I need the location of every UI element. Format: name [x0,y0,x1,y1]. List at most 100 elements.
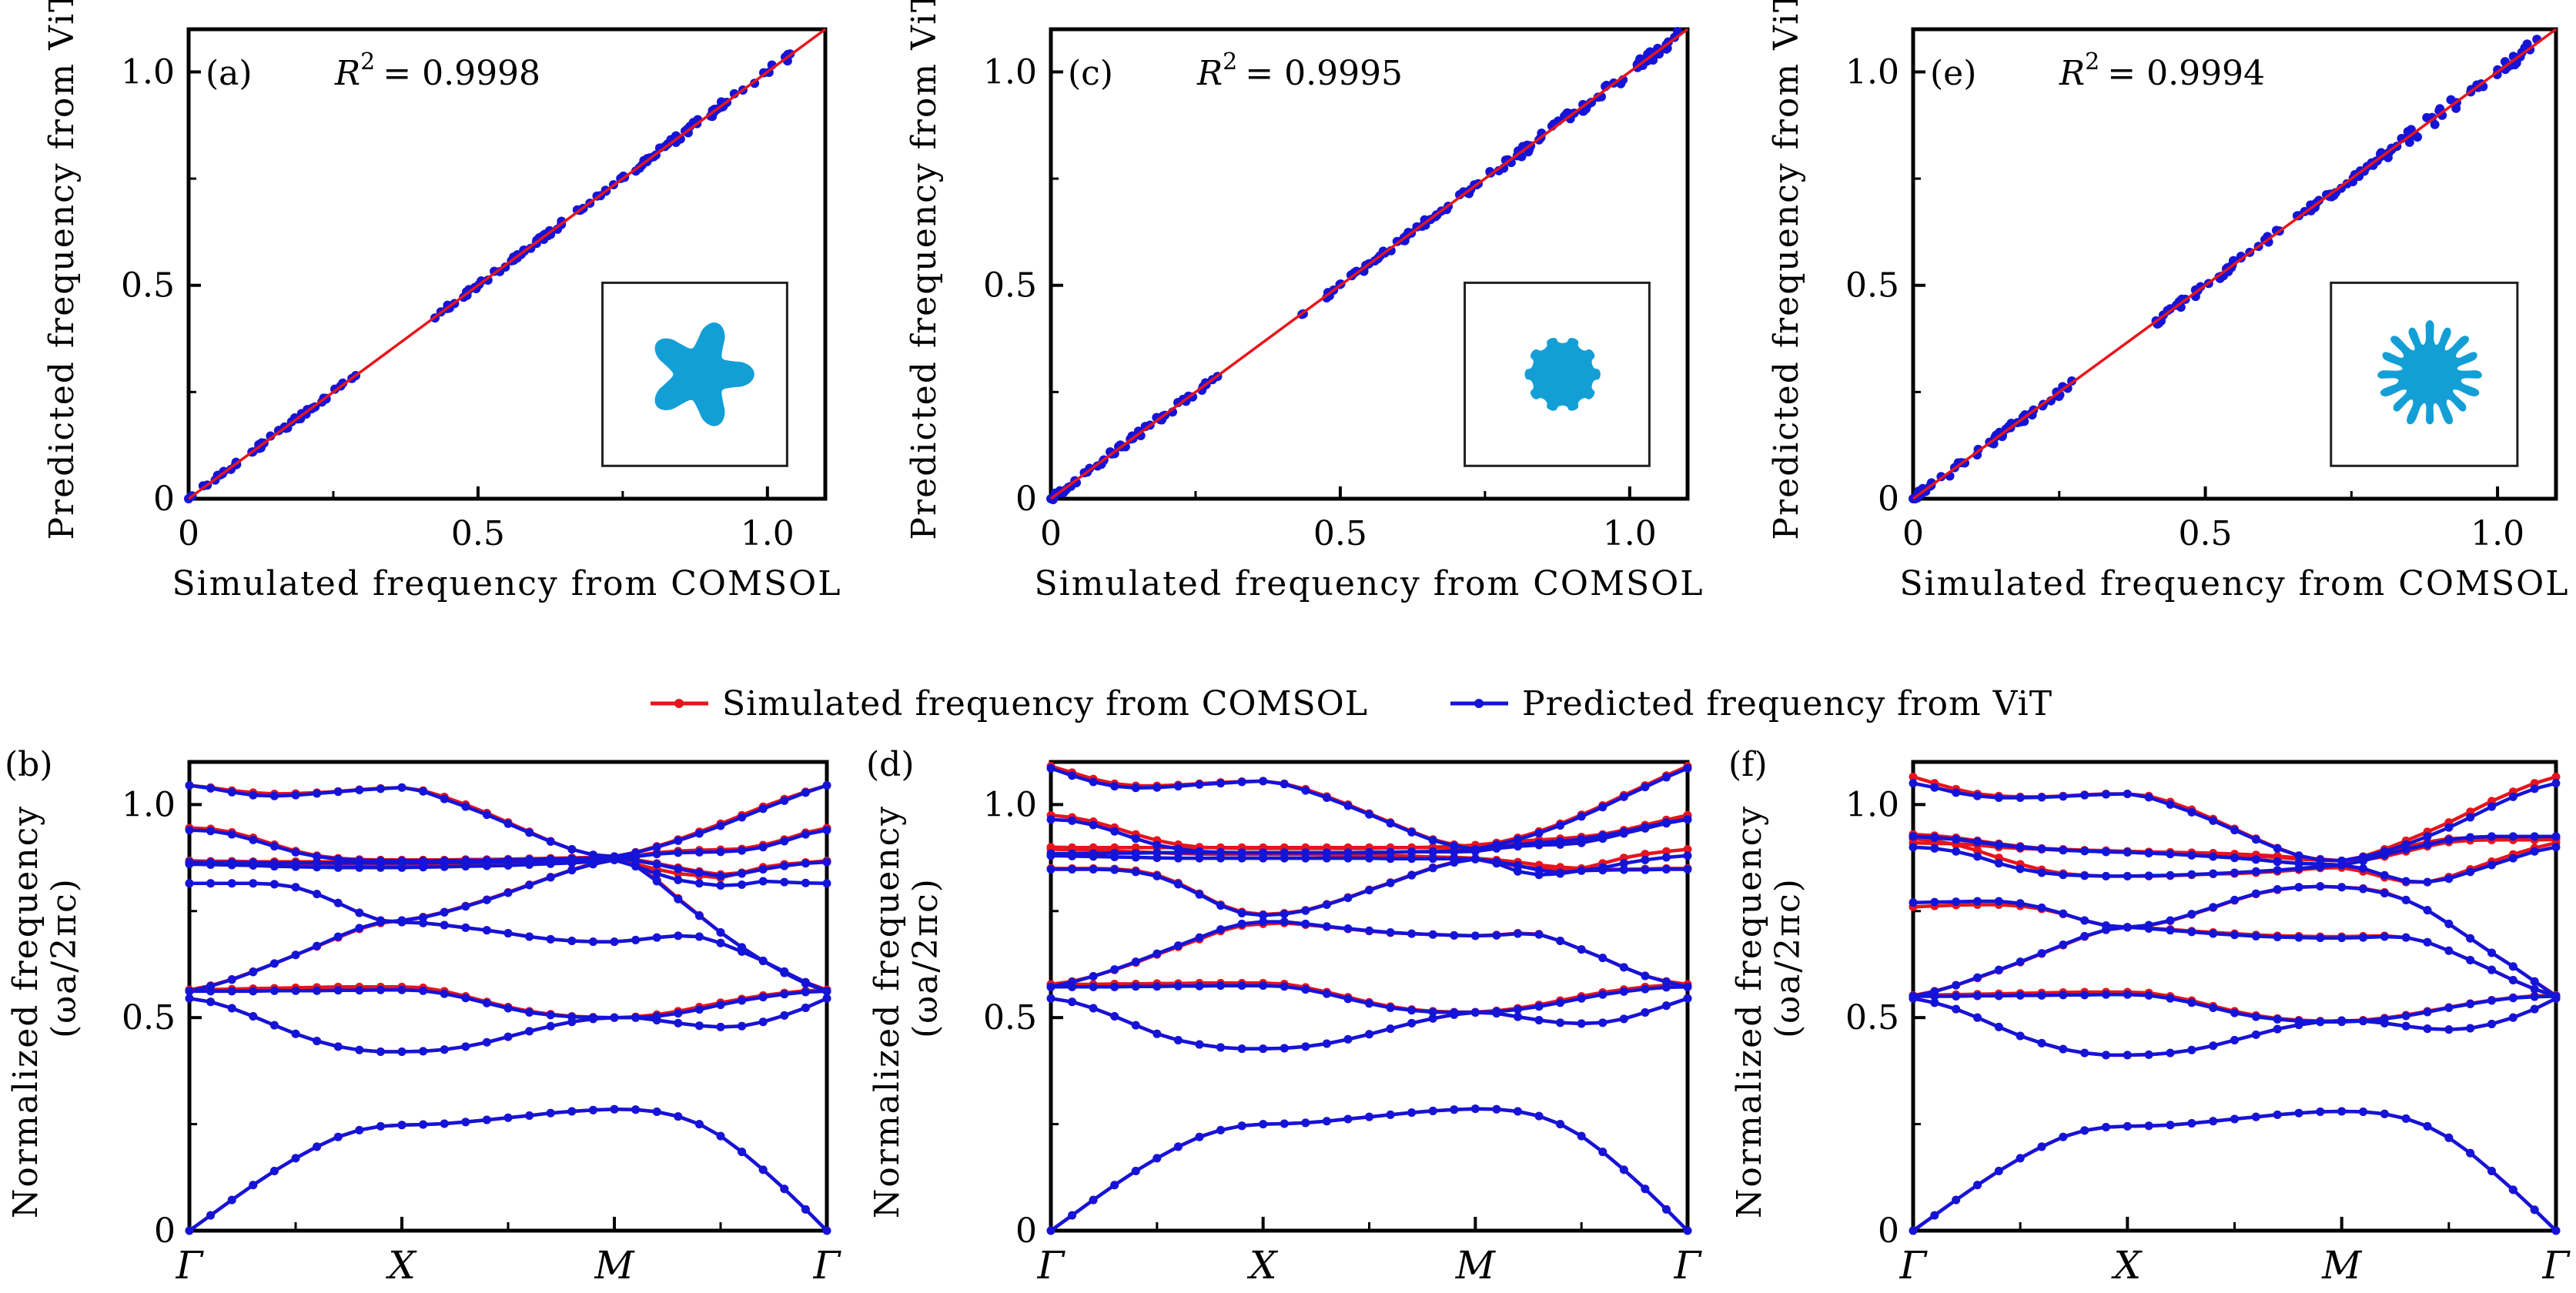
band-point [1237,1044,1246,1054]
band-point [1068,816,1077,825]
band-point [269,791,279,800]
band-point [2487,802,2496,811]
band-point [2187,850,2196,860]
band-point [2444,823,2454,832]
band-point [2508,832,2517,841]
band-point [2059,909,2068,918]
band-point [2423,832,2432,841]
band-point [1173,880,1183,889]
k-point-label: X [385,1243,417,1288]
band-point [738,846,747,855]
band-point [2251,855,2260,864]
band-point [780,1184,789,1194]
band-point [1110,1012,1119,1021]
band-point [2530,977,2539,986]
band-point [1428,1007,1437,1017]
band-point [461,856,470,865]
band-point [822,826,831,835]
band-point [2059,1044,2068,1054]
panel-f: 0 0.5 1.0 Γ X M Γ (f) Normalized frequency (ωa/2π… [1728,745,2571,1288]
band-point [1683,1226,1692,1235]
band-point [1994,897,2003,906]
band-point [1534,838,1544,847]
band-point [1280,910,1289,919]
series-predicted [185,780,831,1235]
band-point [1407,1006,1417,1015]
band-point [1068,1211,1077,1220]
band-point [1068,997,1077,1007]
band-point [1216,1043,1226,1052]
band-point [440,989,449,998]
band-point [2230,1114,2239,1124]
band-point [2102,1051,2110,1060]
band-point [525,1008,534,1017]
x-tick-label: 0 [1040,514,1062,553]
band-point [1068,843,1077,852]
band-point [1046,865,1055,874]
x-tick-label: 0.5 [2179,514,2233,553]
band-point [2359,852,2367,861]
band-point [333,898,343,907]
band-point [2102,1122,2110,1131]
r-squared-symbol: R [2059,54,2085,93]
band-point [333,787,343,797]
band-point [2530,1004,2539,1014]
band-point [822,780,831,790]
band-point [525,880,534,890]
band-point [333,854,343,864]
band-point [2144,991,2153,1000]
band-point [1641,1008,1650,1017]
band-point [185,857,194,867]
legend: Simulated frequency from COMSOL Predicte… [651,684,2052,723]
band-point [419,1120,428,1129]
band-point [716,821,725,830]
panel-c: 0 0.5 1.0 0 0.5 1.0 Simulated frequency from C… [905,0,1702,603]
band-point [2466,1148,2475,1158]
y-axis-label: Predicted frequency from ViT [1767,0,1806,540]
band-point [1089,982,1098,991]
band-point [1407,1108,1417,1118]
band-point [1153,871,1162,880]
band-point [1930,1211,1939,1220]
band-point [2273,866,2282,875]
band-point [1131,982,1140,991]
band-point [419,918,428,927]
band-point [1952,981,1961,990]
band-point [2059,792,2068,801]
band-point [503,1113,513,1122]
x-tick-label: 0 [178,514,199,553]
band-point [355,856,364,865]
band-point [249,835,258,844]
band-point [546,1108,555,1118]
band-point [1046,849,1055,858]
band-point [1683,982,1692,991]
band-point [2102,921,2110,930]
band-point [1994,1022,2003,1031]
band-point [716,1131,725,1141]
band-point [2551,832,2561,841]
band-point [2273,1024,2282,1034]
band-point [674,836,683,845]
band-point [525,1027,534,1036]
band-point [525,828,534,837]
band-point [1909,772,1918,781]
band-point [440,1119,449,1128]
band-point [2102,990,2110,999]
band-point [355,1045,364,1054]
band-point [2209,903,2218,912]
band-point [227,787,236,797]
band-point [1450,930,1459,940]
band-point [1661,853,1671,862]
band-point [1237,909,1246,918]
band-point [2166,1048,2175,1057]
band-point [1046,843,1055,852]
band-point [1492,1104,1501,1114]
band-point [1089,971,1098,981]
band-point [2187,1045,2196,1054]
band-point [2380,847,2389,856]
band-point [1619,859,1628,868]
band-point [1386,1003,1395,1012]
band-point [2080,847,2089,856]
band-point [2251,867,2260,876]
band-point [2209,816,2218,825]
